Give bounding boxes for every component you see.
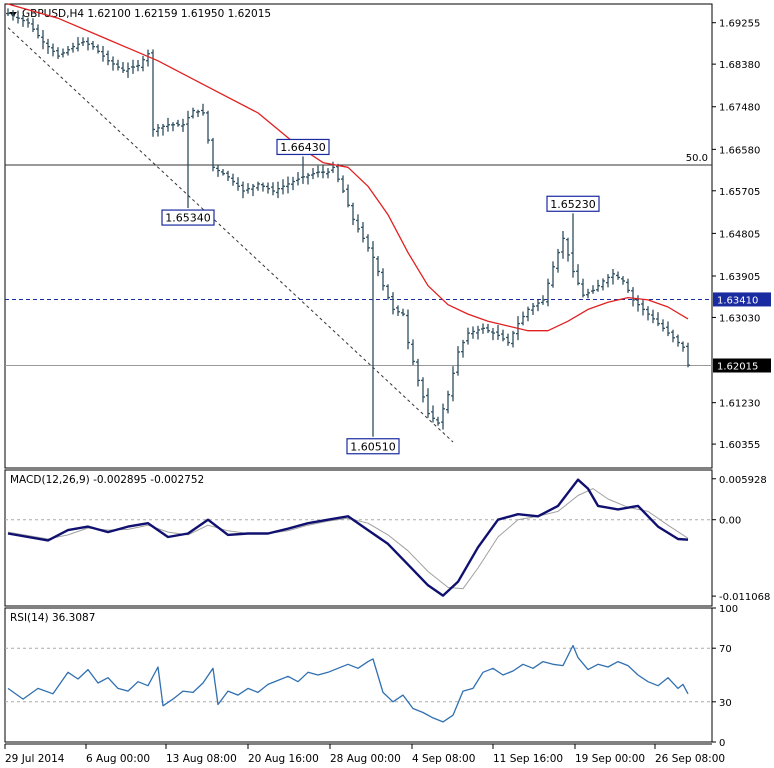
fib-50-label: 50.0 (686, 153, 708, 164)
panel-frame-r (4, 607, 713, 743)
macd-tick-label: 0.00 (719, 516, 741, 527)
price-annotation-box (276, 138, 330, 156)
last-price-tag (713, 358, 771, 373)
price-tick-label: 1.67480 (719, 103, 760, 114)
price-annotation-label: 1.65230 (550, 198, 596, 211)
price-tick-label: 1.66580 (719, 145, 760, 156)
macd-signal-line (7, 488, 689, 590)
macd-title: MACD(12,26,9) -0.002895 -0.002752 (10, 474, 204, 486)
time-tick-label: 19 Sep 00:00 (575, 753, 645, 765)
moving-average-line (7, 3, 689, 332)
price-tick-label: 1.65705 (719, 187, 760, 198)
rsi-title: RSI(14) 36.3087 (10, 612, 95, 624)
price-tick-label: 1.68380 (719, 60, 760, 71)
price-tick-label: 1.63905 (719, 272, 760, 283)
rsi-tick-label: 100 (719, 604, 738, 615)
resistance-price-label: 1.63410 (717, 295, 758, 306)
time-tick-label: 26 Sep 08:00 (655, 753, 725, 765)
price-annotation-label: 1.65340 (165, 212, 211, 225)
price-annotation-box (346, 438, 400, 455)
last-price-label: 1.62015 (717, 361, 758, 372)
panel-frame-p (4, 3, 713, 469)
price-title: GBPUSD,H4 1.62100 1.62159 1.61950 1.6201… (22, 8, 271, 20)
price-tick-label: 1.64805 (719, 229, 760, 240)
price-tick-label: 1.60355 (719, 440, 760, 451)
rsi-tick-label: 30 (719, 698, 732, 709)
rsi-tick-label: 0 (719, 738, 725, 749)
price-annotation-label: 1.60510 (350, 440, 396, 453)
trend-line (7, 27, 454, 443)
price-tick-label: 1.63030 (719, 313, 760, 324)
time-tick-label: 6 Aug 00:00 (86, 753, 150, 765)
price-annotation-box (546, 195, 600, 212)
price-annotation-label: 1.66430 (280, 141, 326, 154)
macd-line (7, 478, 689, 597)
ohlc-bars (6, 8, 690, 437)
rsi-tick-label: 70 (719, 644, 732, 655)
time-tick-label: 11 Sep 16:00 (493, 753, 563, 765)
time-tick-label: 4 Sep 08:00 (412, 753, 475, 765)
panel-frame-m (4, 469, 713, 607)
time-tick-label: 13 Aug 08:00 (166, 753, 237, 765)
price-annotation-box (161, 209, 215, 226)
rsi-line (7, 644, 689, 723)
time-tick-label: 20 Aug 16:00 (248, 753, 319, 765)
time-tick-label: 28 Aug 00:00 (330, 753, 401, 765)
macd-tick-label: -0.011068 (719, 592, 770, 603)
macd-tick-label: 0.005928 (719, 475, 767, 486)
price-tick-label: 1.69255 (719, 19, 760, 30)
time-tick-label: 29 Jul 2014 (5, 753, 65, 765)
resistance-price-tag (713, 292, 771, 307)
price-tick-label: 1.61230 (719, 399, 760, 410)
